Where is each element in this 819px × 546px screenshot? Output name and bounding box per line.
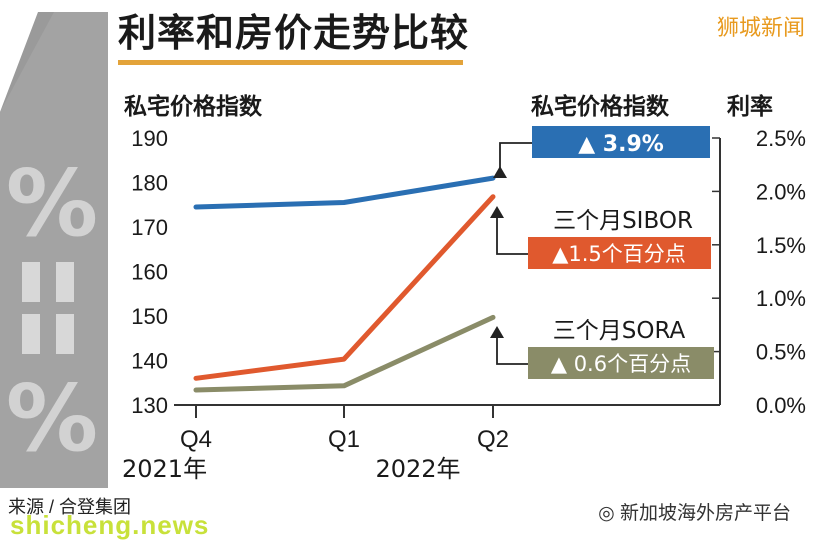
wechat-account-name: 新加坡海外房产平台 bbox=[619, 503, 791, 524]
source-note: 来源 / 合登集团 bbox=[8, 497, 132, 517]
right-tick-label: 2.0% bbox=[756, 179, 806, 204]
series-line-sora bbox=[193, 314, 496, 393]
left-tick-label: 150 bbox=[131, 304, 168, 329]
title-underline bbox=[118, 60, 463, 65]
left-tick-label: 160 bbox=[131, 260, 168, 285]
legend-label-price-index: 私宅价格指数 bbox=[531, 93, 670, 120]
right-tick-label: 1.5% bbox=[756, 233, 806, 258]
change-text-price-index: ▲ 3.9% bbox=[578, 132, 664, 157]
x-group-2021: 2021年 bbox=[122, 455, 207, 483]
series-line-sibor bbox=[193, 194, 496, 381]
left-tick-label: 170 bbox=[131, 215, 168, 240]
annotation-price-index: 私宅价格指数 ▲ 3.9% bbox=[493, 93, 710, 178]
right-tick-label: 0.5% bbox=[756, 340, 806, 365]
change-badge-price-index bbox=[532, 126, 710, 158]
legend-label-sora: 三个月SORA bbox=[553, 318, 686, 344]
house-icon: % % bbox=[0, 12, 108, 488]
wechat-icon: ◎ bbox=[598, 503, 620, 524]
connector-sibor bbox=[496, 212, 528, 255]
left-tick-label: 130 bbox=[131, 393, 168, 418]
change-badge-sibor bbox=[528, 237, 711, 269]
watermark-text: shicheng.news bbox=[10, 510, 210, 540]
left-tick-label: 140 bbox=[131, 349, 168, 374]
arrow-icon bbox=[490, 206, 504, 218]
left-axis-title: 私宅价格指数 bbox=[124, 93, 263, 120]
right-axis-ticks: 2.5% 2.0% 1.5% 1.0% 0.5% 0.0% bbox=[712, 126, 806, 418]
title-block: 利率和房价走势比较 bbox=[118, 14, 469, 65]
right-tick-label: 2.5% bbox=[756, 126, 806, 151]
svg-text:%: % bbox=[6, 365, 98, 472]
series-line-price-index bbox=[193, 175, 496, 210]
wechat-account: ◎ 新加坡海外房产平台 bbox=[598, 498, 791, 525]
x-label-q4: Q4 bbox=[180, 426, 212, 453]
arrow-icon bbox=[490, 326, 504, 338]
change-text-sora: ▲ 0.6个百分点 bbox=[551, 352, 691, 376]
arrow-icon bbox=[493, 166, 507, 178]
svg-text:%: % bbox=[6, 150, 98, 257]
left-tick-label: 180 bbox=[131, 171, 168, 196]
annotation-sora: 三个月SORA ▲ 0.6个百分点 bbox=[490, 318, 714, 379]
annotation-sibor: 三个月SIBOR ▲1.5个百分点 bbox=[490, 206, 711, 269]
right-tick-label: 1.0% bbox=[756, 286, 806, 311]
brand-label: 狮城新闻 bbox=[716, 16, 805, 41]
change-text-sibor: ▲1.5个百分点 bbox=[552, 242, 686, 266]
legend-label-sibor: 三个月SIBOR bbox=[553, 208, 693, 234]
left-axis-ticks: 190 180 170 160 150 140 130 bbox=[131, 126, 168, 418]
right-axis-title: 利率 bbox=[727, 93, 773, 120]
x-label-q2: Q2 bbox=[477, 426, 509, 453]
change-badge-sora bbox=[528, 347, 714, 379]
x-label-q1: Q1 bbox=[328, 426, 360, 453]
connector-price-index bbox=[499, 142, 532, 171]
x-group-2022: 2022年 bbox=[375, 455, 460, 483]
left-tick-label: 190 bbox=[131, 126, 168, 151]
right-tick-label: 0.0% bbox=[756, 393, 806, 418]
chart-title: 利率和房价走势比较 bbox=[118, 11, 470, 55]
connector-sora bbox=[496, 332, 528, 365]
